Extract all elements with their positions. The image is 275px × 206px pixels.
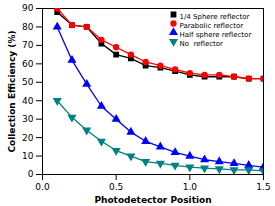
svg-text:50: 50 [22, 77, 34, 87]
svg-text:1.0: 1.0 [183, 182, 198, 192]
svg-text:1/4 Sphere reflector: 1/4 Sphere reflector [180, 13, 250, 21]
svg-text:Photodetector Position: Photodetector Position [94, 195, 211, 205]
svg-text:70: 70 [22, 40, 34, 50]
svg-text:1.5: 1.5 [256, 182, 270, 192]
svg-text:0: 0 [28, 169, 34, 179]
svg-text:80: 80 [22, 22, 34, 32]
svg-text:0.0: 0.0 [35, 182, 50, 192]
svg-text:No reflector: No reflector [180, 40, 224, 48]
svg-text:Half sphere reflector: Half sphere reflector [180, 31, 252, 39]
svg-text:60: 60 [22, 59, 34, 69]
svg-text:Parabolic reflector: Parabolic reflector [180, 22, 244, 30]
svg-text:90: 90 [22, 3, 34, 13]
svg-text:10: 10 [22, 151, 34, 161]
svg-text:30: 30 [22, 114, 34, 124]
svg-text:20: 20 [22, 132, 34, 142]
svg-text:0.5: 0.5 [109, 182, 123, 192]
svg-text:40: 40 [22, 96, 34, 106]
svg-text:Collection Efficiency (%): Collection Efficiency (%) [7, 30, 17, 152]
